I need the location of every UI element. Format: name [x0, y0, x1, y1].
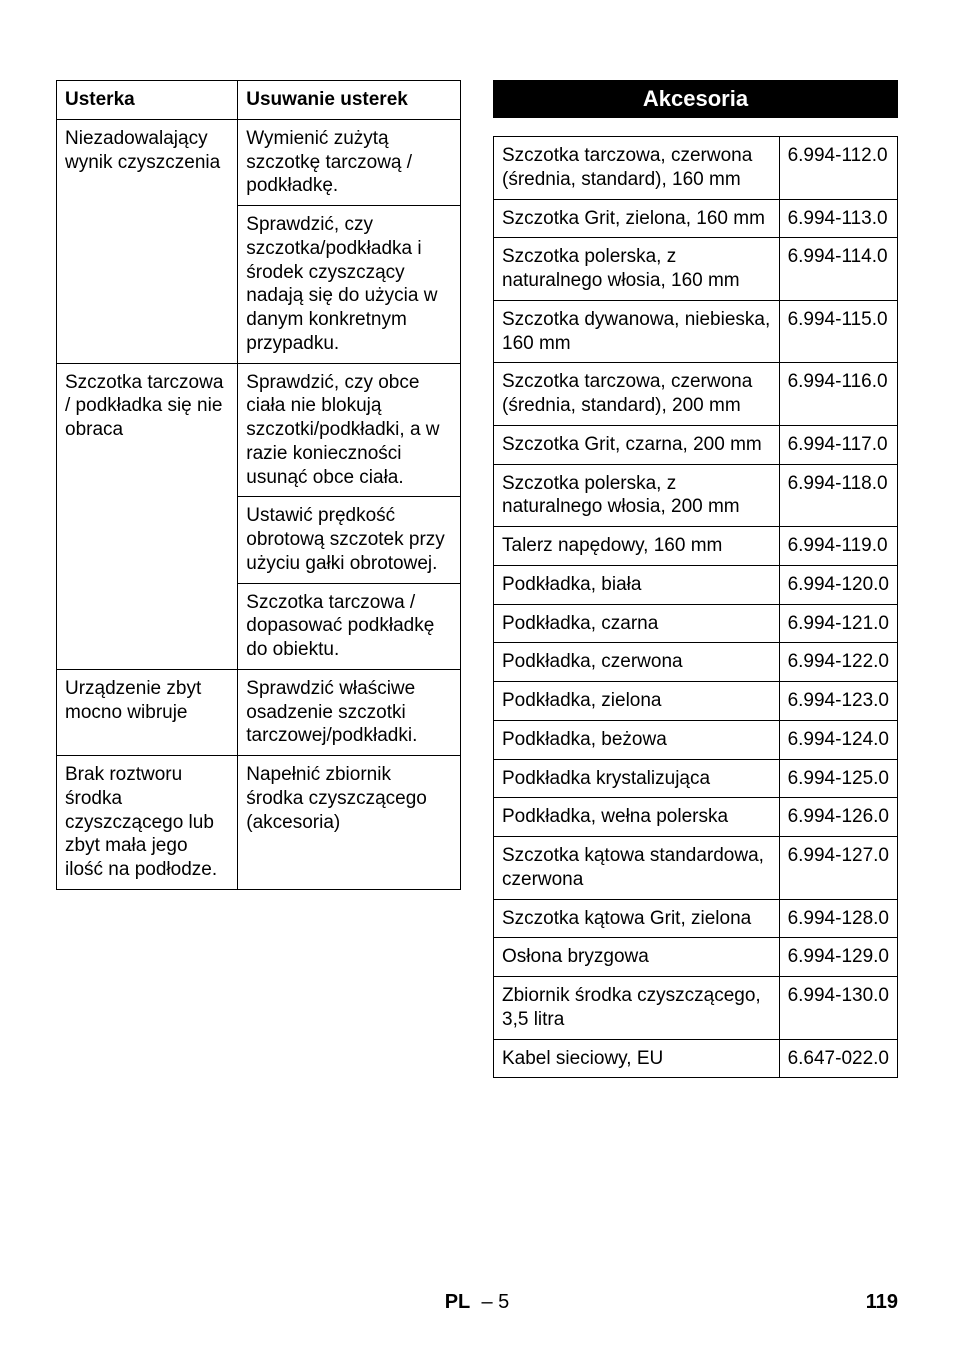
accessory-name: Szczotka polerska, z naturalnego włosia,…: [494, 464, 780, 527]
accessory-row: Szczotka tarczowa, czerwona (średnia, st…: [494, 363, 898, 426]
accessory-code: 6.994-128.0: [779, 899, 897, 938]
left-column: Usterka Usuwanie usterek Niezadowalający…: [56, 80, 461, 1078]
faults-row: Urządzenie zbyt mocno wibrujeSprawdzić w…: [57, 669, 461, 755]
accessory-code: 6.994-124.0: [779, 720, 897, 759]
accessory-name: Zbiornik środka czyszczącego, 3,5 litra: [494, 977, 780, 1040]
accessory-code: 6.994-122.0: [779, 643, 897, 682]
accessory-row: Podkładka, wełna polerska6.994-126.0: [494, 798, 898, 837]
fault-cell: Szczotka tarczowa / podkładka się nie ob…: [57, 363, 238, 669]
accessory-name: Talerz napędowy, 160 mm: [494, 527, 780, 566]
accessory-code: 6.994-115.0: [779, 300, 897, 363]
accessory-name: Szczotka polerska, z naturalnego włosia,…: [494, 238, 780, 301]
remedy-cell: Ustawić prędkość obrotową szczotek przy …: [238, 497, 461, 583]
accessory-code: 6.994-114.0: [779, 238, 897, 301]
faults-row: Niezadowalający wynik czyszczeniaWymieni…: [57, 119, 461, 205]
accessory-code: 6.994-127.0: [779, 837, 897, 900]
accessory-name: Podkładka, wełna polerska: [494, 798, 780, 837]
faults-table: Usterka Usuwanie usterek Niezadowalający…: [56, 80, 461, 890]
faults-table-head: Usterka Usuwanie usterek: [57, 81, 461, 120]
accessory-name: Podkładka, czerwona: [494, 643, 780, 682]
accessory-name: Podkładka, biała: [494, 565, 780, 604]
remedy-cell: Sprawdzić, czy szczotka/podkładka i środ…: [238, 206, 461, 364]
accessory-code: 6.994-126.0: [779, 798, 897, 837]
remedy-cell: Sprawdzić, czy obce ciała nie blokują sz…: [238, 363, 461, 497]
accessory-name: Podkładka, zielona: [494, 682, 780, 721]
fault-cell: Urządzenie zbyt mocno wibruje: [57, 669, 238, 755]
accessories-table: Szczotka tarczowa, czerwona (średnia, st…: [493, 136, 898, 1078]
accessory-row: Podkładka, czarna6.994-121.0: [494, 604, 898, 643]
accessory-row: Szczotka dywanowa, niebieska, 160 mm6.99…: [494, 300, 898, 363]
fault-cell: Niezadowalający wynik czyszczenia: [57, 119, 238, 363]
accessory-code: 6.994-123.0: [779, 682, 897, 721]
remedy-cell: Napełnić zbiornik środka czyszczącego (a…: [238, 756, 461, 890]
accessory-row: Talerz napędowy, 160 mm6.994-119.0: [494, 527, 898, 566]
accessory-name: Szczotka Grit, zielona, 160 mm: [494, 199, 780, 238]
fault-cell: Brak roztworu środka czyszczącego lub zb…: [57, 756, 238, 890]
footer-lang: PL: [445, 1291, 470, 1313]
accessory-name: Szczotka dywanowa, niebieska, 160 mm: [494, 300, 780, 363]
accessory-row: Podkładka, biała6.994-120.0: [494, 565, 898, 604]
faults-header-remedy: Usuwanie usterek: [238, 81, 461, 120]
accessory-name: Kabel sieciowy, EU: [494, 1039, 780, 1078]
accessory-code: 6.994-130.0: [779, 977, 897, 1040]
accessory-row: Szczotka polerska, z naturalnego włosia,…: [494, 464, 898, 527]
remedy-cell: Sprawdzić właściwe osadzenie szczotki ta…: [238, 669, 461, 755]
accessory-row: Szczotka Grit, zielona, 160 mm6.994-113.…: [494, 199, 898, 238]
accessory-row: Podkładka, beżowa6.994-124.0: [494, 720, 898, 759]
accessory-row: Szczotka tarczowa, czerwona (średnia, st…: [494, 137, 898, 200]
faults-row: Brak roztworu środka czyszczącego lub zb…: [57, 756, 461, 890]
accessory-name: Szczotka tarczowa, czerwona (średnia, st…: [494, 137, 780, 200]
accessory-name: Podkładka, beżowa: [494, 720, 780, 759]
accessory-row: Podkładka, zielona6.994-123.0: [494, 682, 898, 721]
accessory-row: Szczotka kątowa Grit, zielona6.994-128.0: [494, 899, 898, 938]
accessories-header: Akcesoria: [493, 80, 898, 118]
accessory-row: Podkładka, czerwona6.994-122.0: [494, 643, 898, 682]
accessory-name: Szczotka kątowa Grit, zielona: [494, 899, 780, 938]
accessory-row: Szczotka polerska, z naturalnego włosia,…: [494, 238, 898, 301]
right-column: Akcesoria Szczotka tarczowa, czerwona (ś…: [493, 80, 898, 1078]
accessories-table-body: Szczotka tarczowa, czerwona (średnia, st…: [494, 137, 898, 1078]
accessory-code: 6.994-113.0: [779, 199, 897, 238]
remedy-cell: Szczotka tarczowa / dopasować podkładkę …: [238, 583, 461, 669]
accessory-row: Szczotka kątowa standardowa, czerwona6.9…: [494, 837, 898, 900]
accessory-code: 6.994-112.0: [779, 137, 897, 200]
accessory-code: 6.994-118.0: [779, 464, 897, 527]
content-columns: Usterka Usuwanie usterek Niezadowalający…: [56, 80, 898, 1078]
accessory-name: Podkładka krystalizująca: [494, 759, 780, 798]
accessory-name: Szczotka Grit, czarna, 200 mm: [494, 425, 780, 464]
faults-table-body: Niezadowalający wynik czyszczeniaWymieni…: [57, 119, 461, 889]
accessory-row: Kabel sieciowy, EU6.647-022.0: [494, 1039, 898, 1078]
accessory-code: 6.994-125.0: [779, 759, 897, 798]
accessory-name: Szczotka tarczowa, czerwona (średnia, st…: [494, 363, 780, 426]
faults-header-row: Usterka Usuwanie usterek: [57, 81, 461, 120]
accessory-code: 6.994-119.0: [779, 527, 897, 566]
accessory-row: Podkładka krystalizująca6.994-125.0: [494, 759, 898, 798]
page-footer: PL – 5: [0, 1291, 954, 1314]
accessory-name: Szczotka kątowa standardowa, czerwona: [494, 837, 780, 900]
accessory-code: 6.994-121.0: [779, 604, 897, 643]
accessory-code: 6.994-116.0: [779, 363, 897, 426]
page-number: 119: [866, 1291, 898, 1314]
remedy-cell: Wymienić zużytą szczotkę tarczową / podk…: [238, 119, 461, 205]
accessory-name: Osłona bryzgowa: [494, 938, 780, 977]
faults-row: Szczotka tarczowa / podkładka się nie ob…: [57, 363, 461, 497]
accessory-row: Zbiornik środka czyszczącego, 3,5 litra6…: [494, 977, 898, 1040]
accessory-name: Podkładka, czarna: [494, 604, 780, 643]
faults-header-fault: Usterka: [57, 81, 238, 120]
accessory-code: 6.994-117.0: [779, 425, 897, 464]
accessory-code: 6.647-022.0: [779, 1039, 897, 1078]
footer-section: – 5: [481, 1291, 509, 1313]
accessory-code: 6.994-120.0: [779, 565, 897, 604]
accessory-row: Osłona bryzgowa6.994-129.0: [494, 938, 898, 977]
accessory-code: 6.994-129.0: [779, 938, 897, 977]
accessory-row: Szczotka Grit, czarna, 200 mm6.994-117.0: [494, 425, 898, 464]
